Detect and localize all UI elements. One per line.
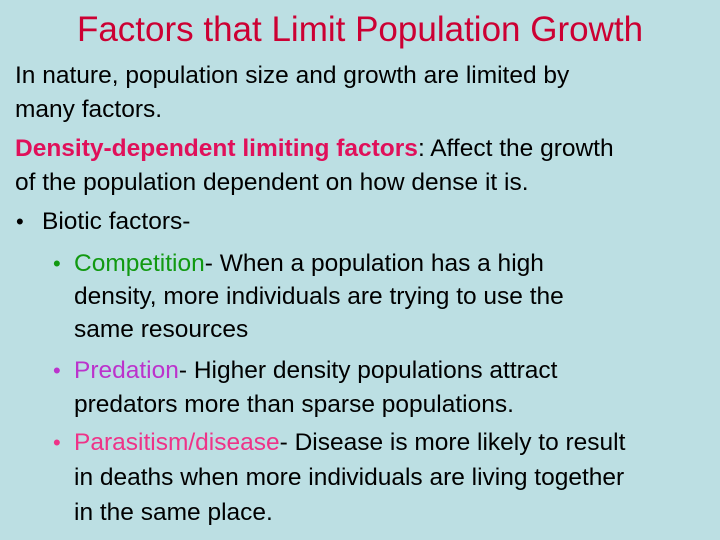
item-text: in the same place. xyxy=(74,499,273,526)
list-item-predation: Predation- Higher density populations at… xyxy=(74,356,557,386)
bullet-icon: • xyxy=(16,209,24,234)
item-text: - When a population has a high xyxy=(204,250,544,277)
item-text: predators more than sparse populations. xyxy=(74,391,514,418)
item-text: - Higher density populations attract xyxy=(178,357,558,384)
parasitism-term: Parasitism/disease xyxy=(74,429,280,456)
intro-line: In nature, population size and growth ar… xyxy=(15,62,570,89)
slide-title: Factors that Limit Population Growth xyxy=(76,10,644,49)
list-item-competition: Competition- When a population has a hig… xyxy=(74,249,544,279)
intro-line: many factors. xyxy=(15,96,163,123)
density-term: Density-dependent limiting factors xyxy=(15,135,418,162)
bullet-icon: • xyxy=(53,251,61,276)
density-text: : Affect the growth xyxy=(417,135,614,162)
bullet-icon: • xyxy=(53,358,61,383)
item-text: in deaths when more individuals are livi… xyxy=(74,464,625,491)
bullet-icon: • xyxy=(53,430,61,455)
item-text: density, more individuals are trying to … xyxy=(74,283,564,310)
biotic-label: Biotic factors- xyxy=(42,208,191,235)
predation-term: Predation xyxy=(74,357,179,384)
density-line: of the population dependent on how dense… xyxy=(15,169,529,196)
competition-term: Competition xyxy=(74,250,205,277)
list-item-parasitism: Parasitism/disease- Disease is more like… xyxy=(74,428,625,458)
density-line: Density-dependent limiting factors: Affe… xyxy=(15,134,614,164)
item-text: same resources xyxy=(74,316,249,343)
item-text: - Disease is more likely to result xyxy=(279,429,626,456)
